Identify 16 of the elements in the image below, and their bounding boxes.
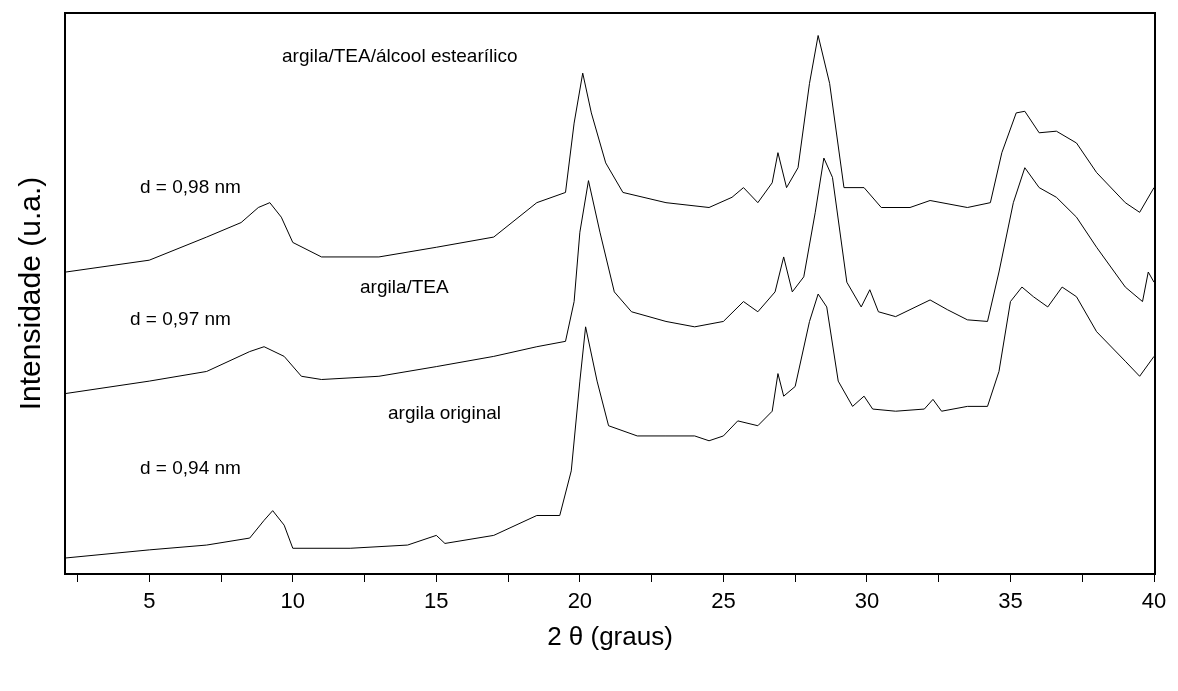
annotation: argila/TEA (360, 276, 450, 297)
x-tick-label: 15 (424, 588, 449, 614)
x-tick-label: 10 (280, 588, 306, 614)
y-axis-title: Intensidade (u.a.) (12, 176, 46, 411)
annotation: argila/TEA/álcool estearílico (282, 45, 518, 66)
x-tick-label: 20 (567, 588, 593, 614)
annotation: d = 0,98 nm (140, 176, 241, 197)
annotation: d = 0,97 nm (130, 308, 231, 329)
x-tick-label: 5 (143, 588, 156, 614)
x-tick-label: 30 (854, 588, 880, 614)
x-tick-label: 25 (711, 588, 736, 614)
x-tick-label: 35 (998, 588, 1023, 614)
annotation: d = 0,94 nm (140, 457, 241, 478)
annotation: argila original (388, 402, 502, 423)
x-tick-label: 40 (1141, 588, 1167, 614)
x-axis-title: 2 θ (graus) (547, 621, 673, 652)
